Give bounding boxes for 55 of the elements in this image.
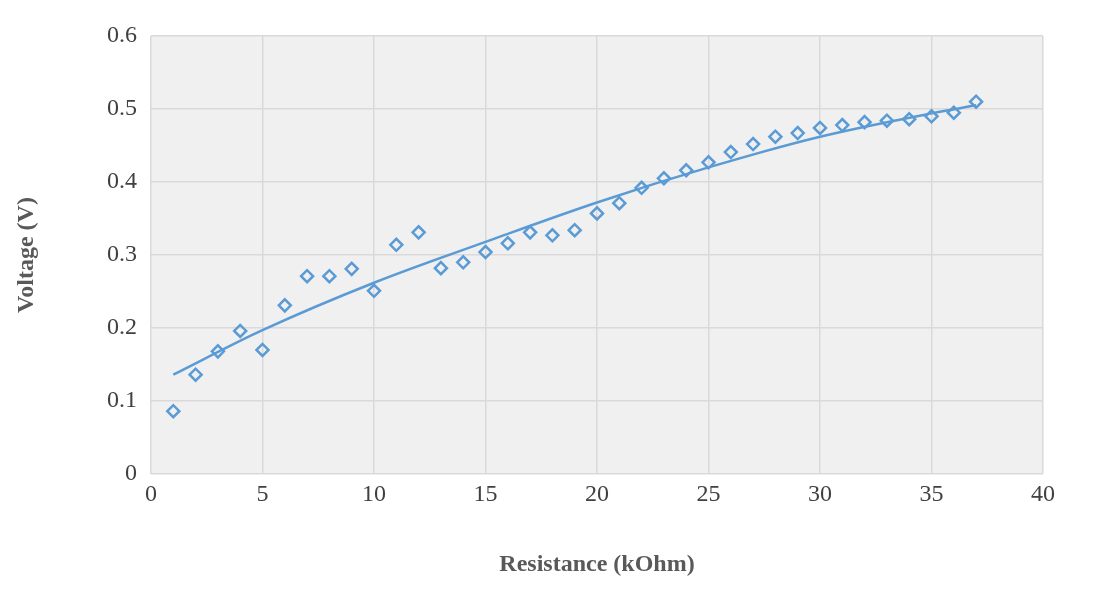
- x-tick-label: 30: [808, 479, 832, 506]
- point: [812, 120, 828, 136]
- point: [901, 111, 917, 127]
- point: [745, 136, 761, 152]
- point: [589, 206, 605, 221]
- x-tick-label: 10: [362, 479, 386, 506]
- point: [879, 113, 895, 128]
- point: [924, 109, 939, 124]
- point: [946, 105, 962, 120]
- point: [522, 225, 538, 240]
- x-tick-label: 0: [145, 479, 157, 506]
- y-tick-label: 0.5: [107, 94, 137, 121]
- point: [500, 236, 516, 251]
- y-tick-label: 0.3: [107, 240, 137, 267]
- point: [277, 298, 293, 313]
- point: [835, 117, 850, 133]
- point: [433, 260, 449, 276]
- x-tick-label: 35: [919, 479, 944, 506]
- x-tick-label: 25: [696, 479, 721, 506]
- point: [656, 171, 672, 186]
- point: [389, 237, 404, 253]
- point: [366, 283, 382, 299]
- y-tick-label: 0.4: [107, 167, 137, 194]
- point: [478, 244, 493, 260]
- point: [255, 342, 270, 358]
- point: [210, 344, 226, 359]
- point: [188, 367, 203, 382]
- point: [232, 323, 248, 339]
- point: [411, 225, 426, 240]
- point: [612, 195, 627, 211]
- x-axis-title: Resistance (kOhm): [499, 549, 695, 576]
- point: [166, 403, 181, 419]
- y-tick-label: 0: [125, 459, 137, 486]
- point: [299, 268, 315, 284]
- y-axis-title: Voltage (V): [11, 197, 38, 313]
- x-tick-label: 5: [256, 479, 269, 506]
- y-tick-label: 0.1: [107, 386, 137, 413]
- y-tick-label: 0.2: [107, 313, 137, 340]
- point: [322, 268, 337, 284]
- point: [545, 228, 560, 243]
- point: [790, 125, 805, 141]
- point: [968, 94, 984, 109]
- y-tick-label: 0.6: [107, 21, 137, 48]
- point: [678, 163, 694, 178]
- point: [768, 129, 783, 144]
- point: [344, 261, 359, 277]
- point: [634, 180, 649, 196]
- point: [567, 222, 582, 238]
- x-tick-label: 20: [585, 479, 609, 506]
- x-tick-label: 40: [1031, 479, 1055, 506]
- point: [723, 144, 739, 160]
- point: [455, 255, 471, 270]
- x-tick-label: 15: [473, 479, 498, 506]
- point: [701, 155, 716, 170]
- point: [857, 114, 872, 130]
